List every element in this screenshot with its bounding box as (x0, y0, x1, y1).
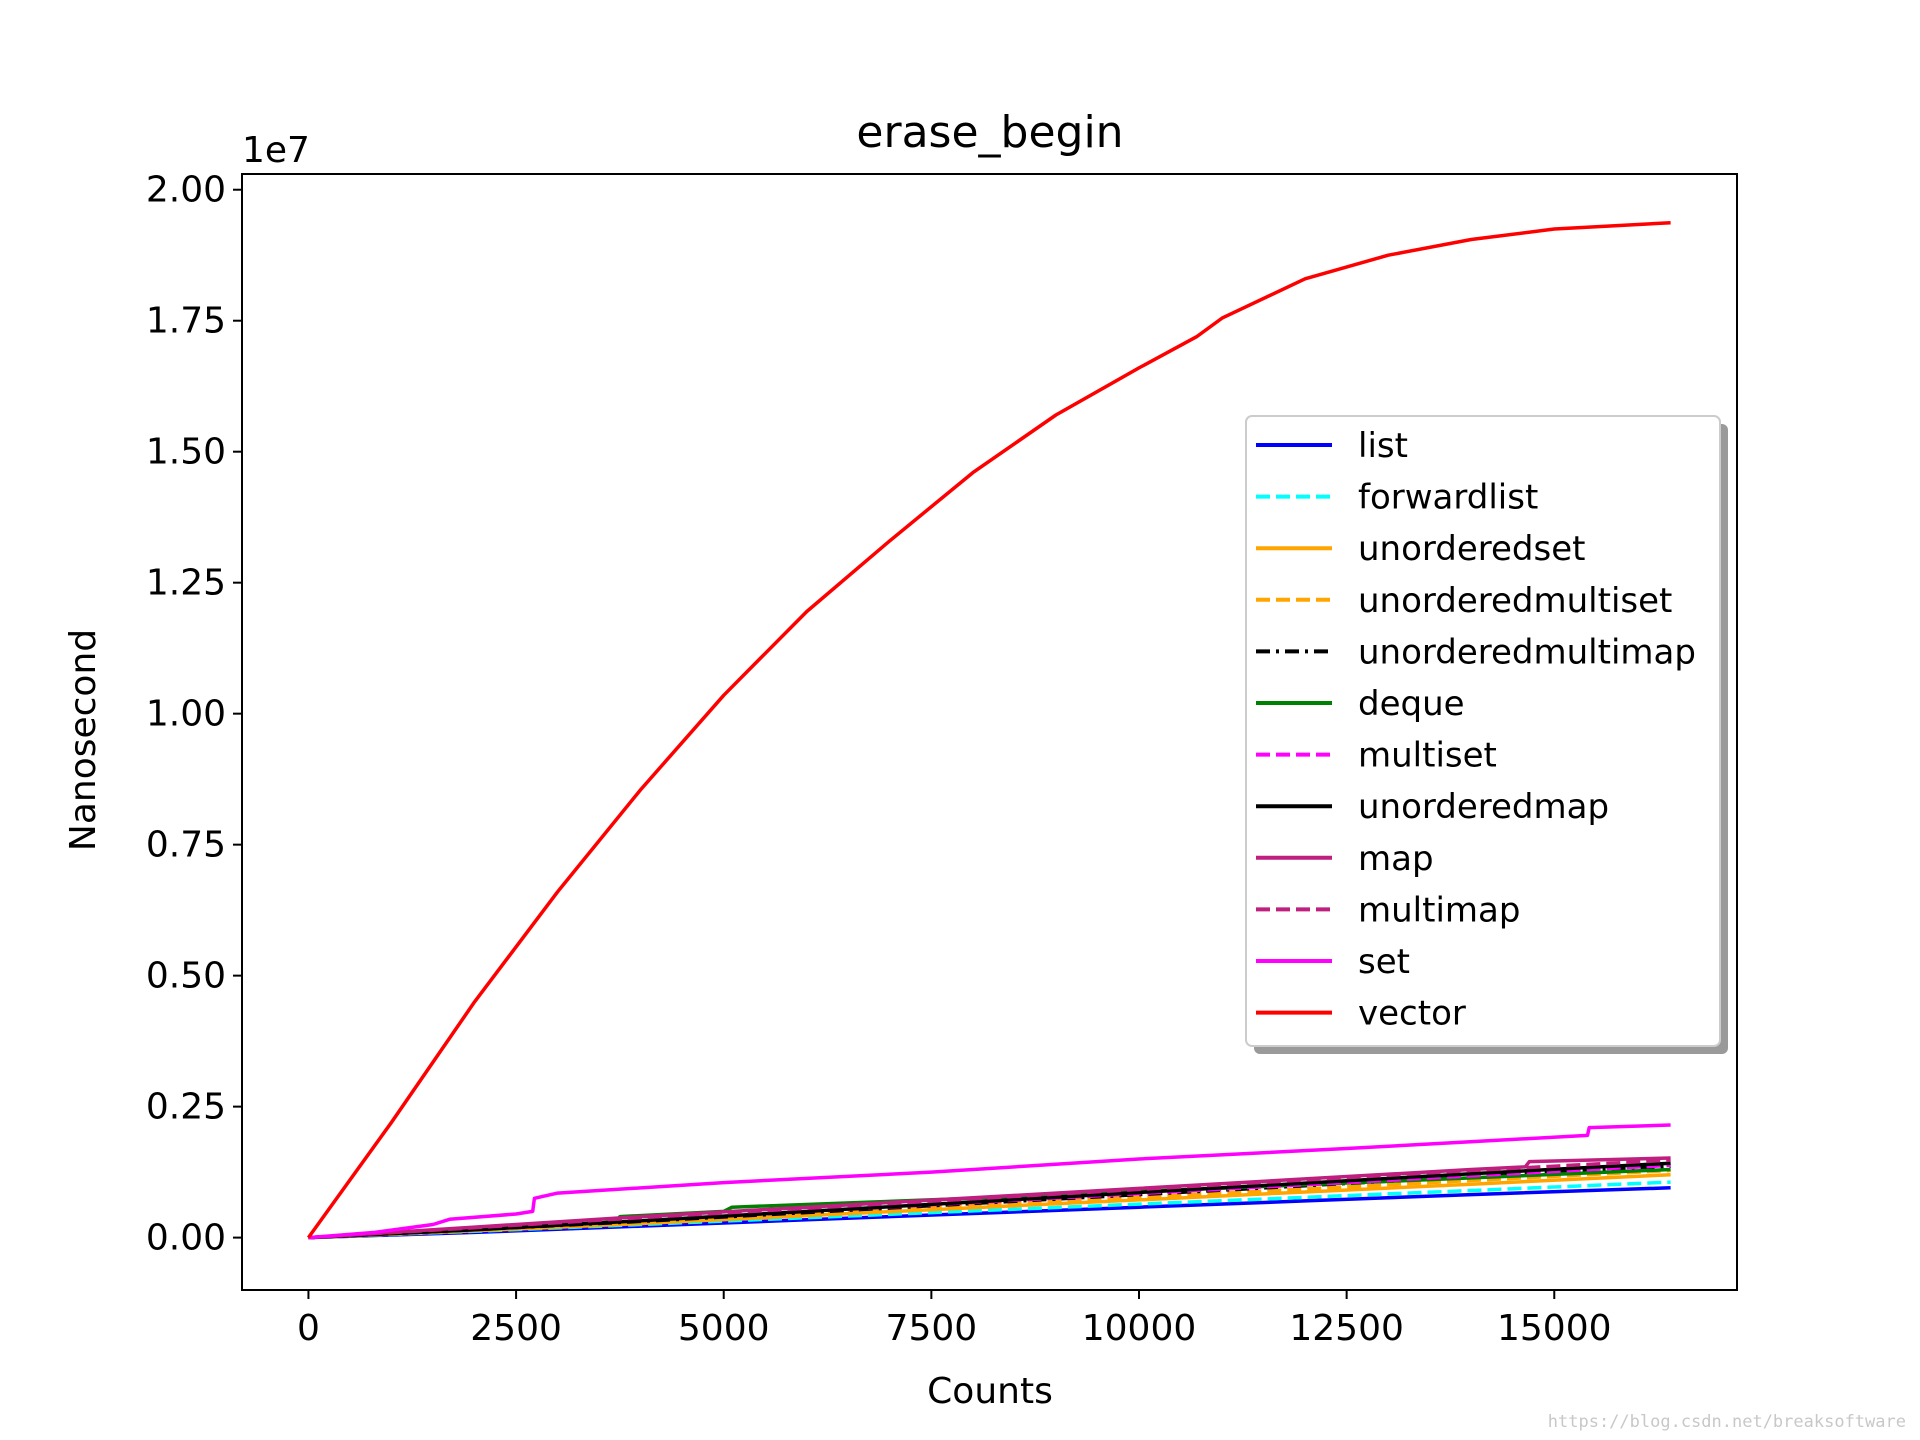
x-tick-label: 10000 (1082, 1308, 1197, 1349)
series-line-vector (306, 220, 1671, 1239)
x-tick-label: 12500 (1289, 1308, 1404, 1349)
x-tick-label: 7500 (886, 1308, 978, 1349)
legend-label: unorderedmultimap (1358, 632, 1696, 672)
y-tick-label: 2.00 (146, 170, 226, 211)
legend-label: forwardlist (1358, 478, 1538, 518)
x-axis: 0 2500 5000 7500 10000 12500 15000 (297, 1290, 1612, 1349)
chart-title: erase_begin (856, 107, 1123, 158)
y-tick-label: 1.00 (146, 694, 226, 735)
y-axis: 0.00 0.25 0.50 0.75 1.00 1.25 1.50 1.75 2.00 (146, 170, 242, 1259)
series-line-set (308, 1123, 1671, 1240)
plot-area (241, 173, 1738, 1291)
x-tick-label: 2500 (470, 1308, 562, 1349)
plot-frame (241, 173, 1738, 1291)
y-tick-label: 0.00 (146, 1218, 226, 1259)
legend-label: map (1358, 839, 1434, 879)
y-tick-label: 0.50 (146, 956, 226, 997)
x-tick-label: 5000 (678, 1308, 770, 1349)
series-line-multimap (308, 1158, 1671, 1240)
y-tick-label: 0.25 (146, 1087, 226, 1128)
legend-label: deque (1358, 684, 1465, 724)
y-tick-label: 1.50 (146, 432, 226, 473)
y-tick-label: 1.25 (146, 563, 226, 604)
y-tick-label: 0.75 (146, 825, 226, 866)
series-layer (306, 220, 1671, 1240)
legend-label: unorderedmultiset (1358, 581, 1672, 621)
watermark-text: https://blog.csdn.net/breaksoftware (1547, 1412, 1906, 1432)
x-tick-label: 0 (297, 1308, 320, 1349)
legend-label: multiset (1358, 736, 1497, 776)
legend-box (1245, 415, 1721, 1047)
legend-label: vector (1358, 994, 1466, 1034)
legend-label: unorderedmap (1358, 787, 1609, 827)
y-axis-label: Nanosecond (63, 629, 104, 851)
y-axis-multiplier: 1e7 (242, 130, 310, 171)
legend-label: multimap (1358, 890, 1520, 930)
legend: list forwardlist unorderedset unorderedmult… (1245, 415, 1728, 1054)
series-line-unorderedmap (308, 1161, 1671, 1240)
x-axis-label: Counts (927, 1371, 1053, 1412)
legend-label: set (1358, 942, 1410, 982)
x-tick-label: 15000 (1497, 1308, 1612, 1349)
legend-label: unorderedset (1358, 529, 1585, 569)
y-tick-label: 1.75 (146, 301, 226, 342)
legend-label: list (1358, 426, 1408, 466)
